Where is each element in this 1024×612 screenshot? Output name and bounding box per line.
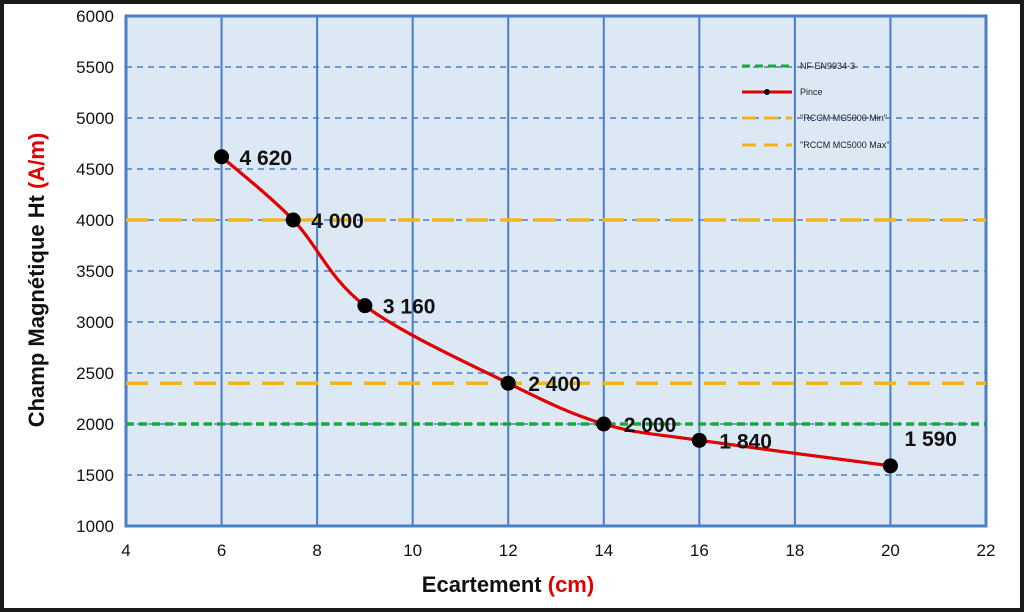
legend-label: "RCCM MC5000 Max" (800, 140, 889, 150)
y-axis-title: Champ Magnétique Ht (A/m) (24, 133, 49, 428)
x-tick-label: 16 (690, 541, 709, 560)
x-axis-unit: (cm) (548, 572, 594, 597)
tick-labels: 1000 1500 2000 2500 3000 3500 4000 4500 5000 5500… (76, 7, 995, 560)
data-label: 4 000 (311, 210, 364, 233)
y-tick-label: 1500 (76, 466, 114, 485)
data-label: 3 160 (383, 296, 436, 319)
data-point (500, 375, 516, 391)
data-label: 2 000 (624, 414, 677, 437)
data-label: 4 620 (240, 147, 293, 170)
data-point (357, 298, 373, 314)
reference-lines (126, 218, 986, 426)
y-tick-label: 3000 (76, 313, 114, 332)
data-point (882, 458, 898, 474)
data-label: 2 400 (528, 373, 581, 396)
data-label: 1 840 (719, 430, 772, 453)
y-tick-label: 4000 (76, 211, 114, 230)
data-point (596, 416, 612, 432)
y-tick-label: 2500 (76, 364, 114, 383)
y-axis-unit: (A/m) (24, 133, 49, 189)
data-label: 1 590 (904, 428, 957, 451)
y-tick-label: 5000 (76, 109, 114, 128)
legend-label: "RCCM MC5000 Min" (800, 113, 887, 123)
x-tick-label: 12 (499, 541, 518, 560)
y-tick-label: 5500 (76, 58, 114, 77)
x-tick-label: 14 (594, 541, 613, 560)
legend: NF EN9934-3 Pince "RCCM MC5000 Min" "RCCM M… (742, 61, 889, 150)
x-tick-label: 20 (881, 541, 900, 560)
y-tick-label: 1000 (76, 517, 114, 536)
y-tick-label: 2000 (76, 415, 114, 434)
data-point (691, 432, 707, 448)
y-tick-label: 3500 (76, 262, 114, 281)
legend-marker (764, 89, 770, 95)
legend-label: NF EN9934-3 (800, 61, 855, 71)
data-point (214, 149, 230, 165)
data-point (285, 212, 301, 228)
x-tick-label: 6 (217, 541, 226, 560)
x-axis-title: Ecartement (cm) (422, 572, 594, 597)
y-tick-label: 6000 (76, 7, 114, 26)
series-layer: 4 620 4 000 3 160 2 400 2 000 1 840 1 590 (214, 147, 957, 474)
y-tick-label: 4500 (76, 160, 114, 179)
x-tick-label: 18 (785, 541, 804, 560)
x-tick-label: 22 (977, 541, 996, 560)
legend-label: Pince (800, 87, 823, 97)
x-tick-label: 8 (312, 541, 321, 560)
x-tick-label: 4 (121, 541, 130, 560)
x-tick-label: 10 (403, 541, 422, 560)
